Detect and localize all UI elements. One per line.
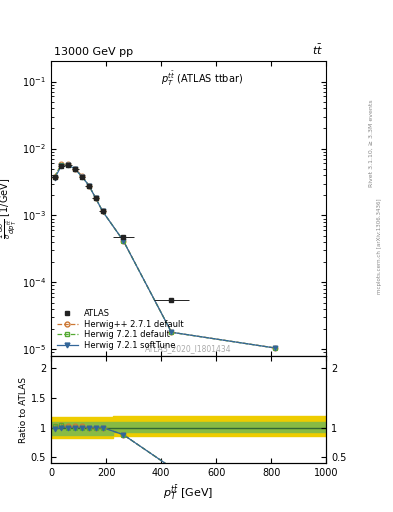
Text: $p_T^{t\bar{t}}$ (ATLAS ttbar): $p_T^{t\bar{t}}$ (ATLAS ttbar) [162,70,243,89]
Text: ATLAS_2020_I1801434: ATLAS_2020_I1801434 [145,344,232,353]
Text: $t\bar{t}$: $t\bar{t}$ [312,43,323,57]
Legend: ATLAS, Herwig++ 2.7.1 default, Herwig 7.2.1 default, Herwig 7.2.1 softTune: ATLAS, Herwig++ 2.7.1 default, Herwig 7.… [55,307,186,352]
X-axis label: $p^{t\bar{t}}_{T}$ [GeV]: $p^{t\bar{t}}_{T}$ [GeV] [163,484,214,502]
Y-axis label: $\frac{1}{\sigma}\frac{d\sigma}{dp^{t\bar{t}}_T}$ [1/GeV]: $\frac{1}{\sigma}\frac{d\sigma}{dp^{t\ba… [0,178,19,239]
Text: Rivet 3.1.10, ≥ 3.3M events: Rivet 3.1.10, ≥ 3.3M events [369,99,374,187]
Y-axis label: Ratio to ATLAS: Ratio to ATLAS [19,377,28,442]
Text: mcplots.cern.ch [arXiv:1306.3436]: mcplots.cern.ch [arXiv:1306.3436] [377,198,382,293]
Text: 13000 GeV pp: 13000 GeV pp [54,47,133,57]
